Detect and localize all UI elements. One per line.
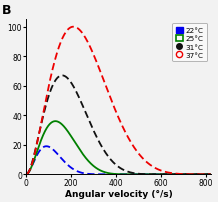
Text: B: B <box>2 4 12 17</box>
Legend: 22°C, 25°C, 31°C, 37°C: 22°C, 25°C, 31°C, 37°C <box>172 24 207 62</box>
X-axis label: Angular velocity (°/s): Angular velocity (°/s) <box>65 189 172 198</box>
